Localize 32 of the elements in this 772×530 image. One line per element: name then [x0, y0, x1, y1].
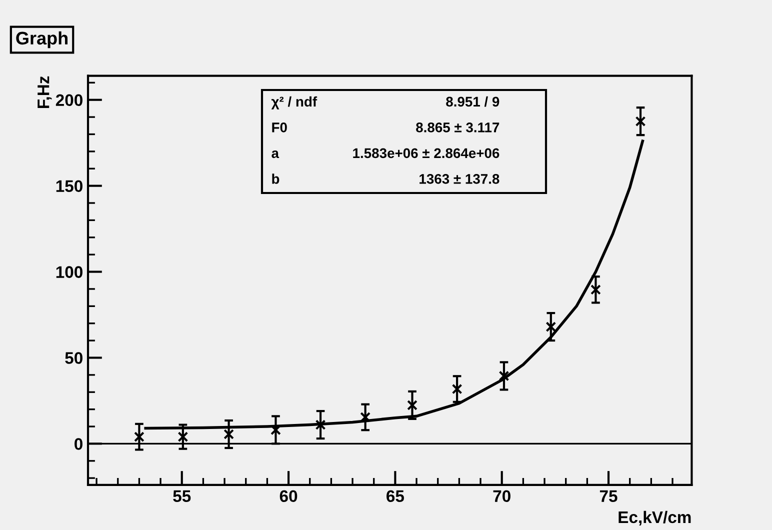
y-tick-label: 100	[56, 266, 82, 278]
annotation: a	[272, 150, 280, 158]
annotation: b	[272, 174, 280, 184]
y-tick-label: 200	[56, 94, 82, 106]
y-axis-title: F,Hz	[38, 76, 52, 108]
point	[546, 322, 556, 332]
x-tick-label: 70	[493, 490, 510, 502]
annotation: 8.865 ± 3.117	[416, 122, 500, 132]
point	[407, 400, 418, 410]
annotation: 1363 ± 137.8	[420, 174, 500, 184]
x-tick-label: 60	[280, 490, 298, 502]
y-tick-label: 0	[74, 438, 82, 450]
y-tick-label: 50	[65, 352, 82, 364]
point	[635, 116, 646, 127]
x-tick-label: 75	[600, 490, 618, 502]
point	[134, 432, 144, 442]
x-tick-label: 65	[386, 490, 404, 502]
point	[360, 412, 371, 422]
point	[315, 420, 326, 430]
point	[590, 284, 601, 295]
annotation: 8.951 / 9	[446, 96, 500, 107]
annotation: F0	[272, 122, 287, 132]
x-axis-title: Ec,kV/cm	[618, 510, 691, 526]
annotation: χ² / ndf	[271, 96, 318, 110]
point	[498, 370, 510, 382]
x-tick-label: 55	[173, 490, 191, 502]
point	[224, 429, 234, 440]
y-tick-label: 150	[56, 180, 82, 192]
chart-title: Graph	[16, 31, 68, 48]
point	[178, 432, 188, 442]
point	[452, 384, 462, 394]
annotation: 1.583e+06 ± 2.864e+06	[353, 148, 500, 158]
